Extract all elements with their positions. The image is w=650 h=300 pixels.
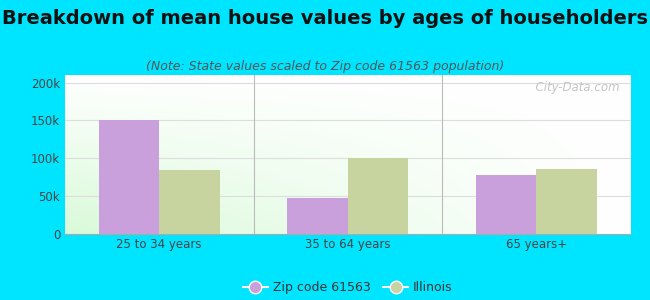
Bar bbox=[159, 169, 220, 234]
Text: Breakdown of mean house values by ages of householders: Breakdown of mean house values by ages o… bbox=[2, 9, 648, 28]
Bar bbox=[287, 198, 348, 234]
Bar bbox=[536, 169, 597, 234]
Bar bbox=[99, 120, 159, 234]
Bar bbox=[476, 175, 536, 234]
Text: City-Data.com: City-Data.com bbox=[528, 81, 619, 94]
Bar bbox=[348, 158, 408, 234]
Text: (Note: State values scaled to Zip code 61563 population): (Note: State values scaled to Zip code 6… bbox=[146, 60, 504, 73]
Legend: Zip code 61563, Illinois: Zip code 61563, Illinois bbox=[238, 276, 458, 299]
